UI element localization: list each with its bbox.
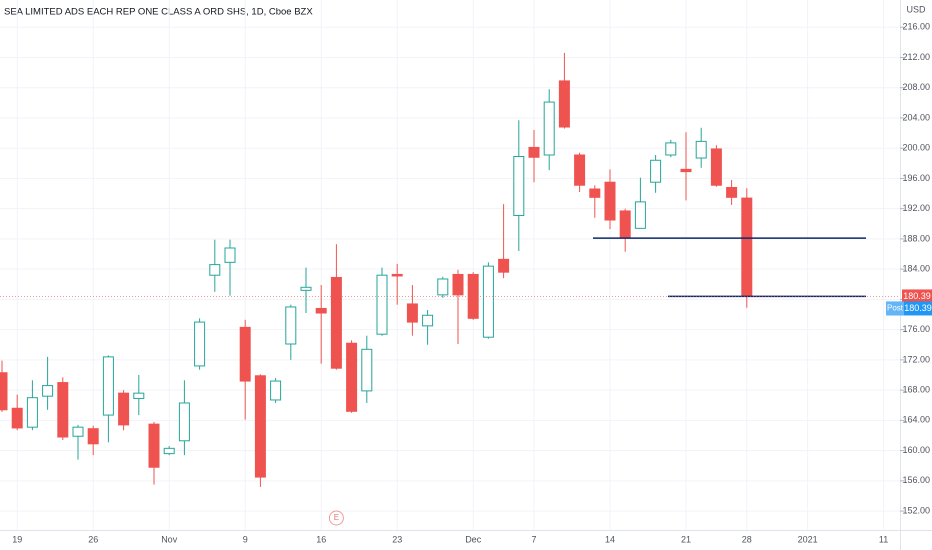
x-tick-label: 2021	[798, 534, 818, 544]
candle-body	[178, 402, 190, 442]
candle-body	[285, 306, 297, 345]
candle-body	[72, 426, 84, 437]
candle-body	[437, 278, 449, 296]
candle-body	[710, 148, 722, 186]
post-tag-name-bg	[886, 301, 904, 316]
y-tick-label: 212.00	[902, 52, 930, 62]
candle-body	[26, 397, 38, 428]
candle-body	[467, 273, 479, 319]
chart-title: SEA LIMITED ADS EACH REP ONE CLASS A ORD…	[4, 7, 313, 18]
y-tick-label: 188.00	[902, 233, 930, 243]
candle-body	[498, 258, 510, 273]
candle-body	[133, 392, 145, 399]
post-price-label: 180.39	[904, 303, 932, 313]
candle-body	[482, 265, 494, 338]
candle-body	[574, 154, 586, 186]
candle-body	[361, 348, 373, 392]
candle-body	[695, 140, 707, 159]
candle-body	[194, 321, 206, 367]
candle-body	[330, 276, 342, 369]
candle-body	[741, 197, 753, 297]
y-tick-label: 172.00	[902, 354, 930, 364]
y-tick-label: 168.00	[902, 385, 930, 395]
candle-body	[376, 274, 388, 335]
candle-body	[57, 382, 69, 438]
candle-body	[422, 314, 434, 327]
x-tick-label: 21	[681, 534, 691, 544]
candle-body	[224, 247, 236, 263]
candle-body	[270, 380, 282, 401]
candle-body	[391, 273, 403, 277]
candle-body	[346, 342, 358, 412]
candle-body	[254, 375, 266, 478]
candle-body	[11, 407, 23, 429]
y-tick-label: 164.00	[902, 415, 930, 425]
last-price-tag	[902, 289, 932, 304]
candle-body	[406, 303, 418, 323]
candle-body	[558, 80, 570, 128]
candle-body	[589, 188, 601, 198]
candle-body	[148, 423, 160, 468]
candle-body	[239, 326, 251, 382]
candle-body	[513, 156, 525, 216]
candle-body	[452, 273, 464, 296]
x-tick-label: 26	[88, 534, 98, 544]
candle-body	[650, 159, 662, 183]
earnings-marker-label: E	[334, 513, 339, 522]
y-tick-label: 160.00	[902, 445, 930, 455]
candle-body	[209, 264, 221, 276]
y-tick-label: 208.00	[902, 82, 930, 92]
y-tick-label: 176.00	[902, 324, 930, 334]
y-tick-label: 152.00	[902, 505, 930, 515]
candle-body	[634, 201, 646, 229]
x-tick-label: 19	[12, 534, 22, 544]
x-tick-label: Dec	[465, 534, 482, 544]
candle-body	[315, 307, 327, 314]
candle-body	[665, 142, 677, 156]
y-tick-label: 192.00	[902, 203, 930, 213]
candle-body	[102, 356, 114, 416]
candle-body	[87, 428, 99, 445]
candle-body	[726, 187, 738, 198]
currency: USD	[906, 4, 926, 14]
x-tick-label: 14	[605, 534, 615, 544]
x-tick-label: 11	[879, 534, 888, 544]
candle-body	[0, 372, 8, 411]
candle-body	[680, 168, 692, 173]
y-tick-label: 204.00	[902, 112, 930, 122]
x-tick-label: 7	[531, 534, 536, 544]
y-tick-label: 156.00	[902, 475, 930, 485]
y-tick-label: 184.00	[902, 264, 930, 274]
y-tick-label: 196.00	[902, 173, 930, 183]
y-tick-label: 216.00	[902, 22, 930, 32]
post-label: Post	[887, 304, 904, 313]
x-tick-label: Nov	[161, 534, 178, 544]
candle-body	[163, 447, 175, 455]
earnings-marker	[328, 510, 344, 526]
x-tick-label: 28	[742, 534, 752, 544]
y-tick-label: 200.00	[902, 143, 930, 153]
candle-body	[619, 210, 631, 238]
candle-body	[543, 101, 555, 156]
candle-body	[42, 385, 54, 397]
candle-body	[300, 286, 312, 291]
x-tick-label: 23	[392, 534, 402, 544]
candle-body	[118, 392, 130, 426]
last-price-label: 180.39	[903, 291, 931, 301]
x-tick-label: 16	[316, 534, 326, 544]
x-tick-label: 9	[243, 534, 248, 544]
candle-body	[604, 181, 616, 221]
candle-body	[528, 146, 540, 158]
